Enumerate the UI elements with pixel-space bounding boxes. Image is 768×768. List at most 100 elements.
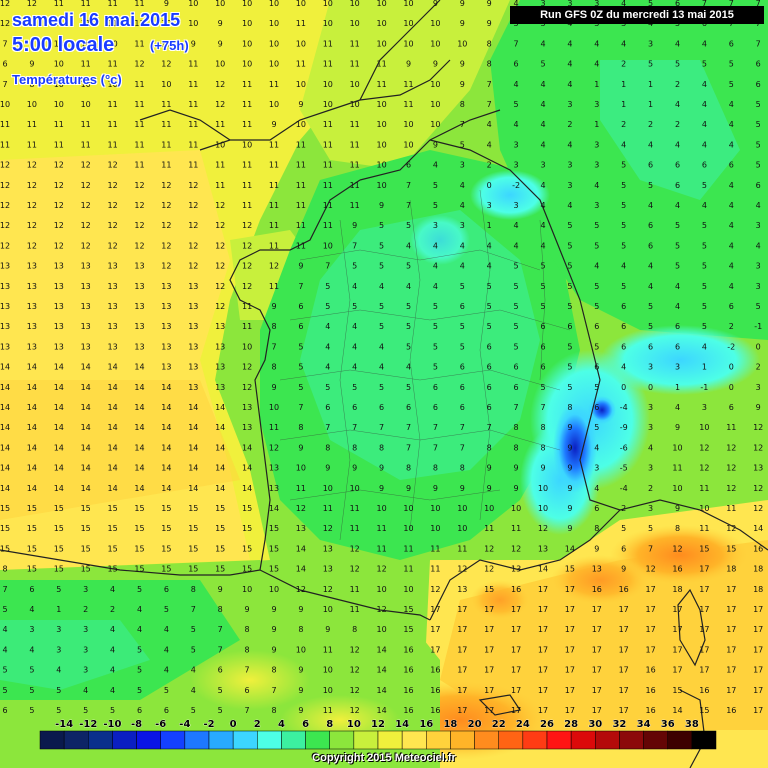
grid-value: 12: [108, 241, 118, 250]
grid-value: 12: [0, 201, 10, 210]
grid-value: 11: [269, 241, 279, 250]
grid-value: 5: [567, 262, 572, 271]
grid-value: 17: [484, 605, 494, 614]
grid-value: 13: [457, 585, 467, 594]
grid-value: 8: [2, 565, 7, 574]
grid-value: 5: [191, 706, 196, 715]
grid-value: 14: [27, 403, 37, 412]
grid-value: 6: [729, 302, 734, 311]
grid-value: 9: [675, 423, 680, 432]
grid-value: 10: [242, 342, 252, 351]
grid-value: 10: [430, 504, 440, 513]
grid-value: 14: [0, 423, 10, 432]
grid-value: 10: [377, 100, 387, 109]
grid-value: 3: [648, 363, 653, 372]
grid-value: 10: [403, 19, 413, 28]
grid-value: 10: [430, 524, 440, 533]
grid-value: 4: [540, 39, 545, 48]
grid-value: 17: [646, 645, 656, 654]
grid-value: 4: [729, 221, 734, 230]
grid-value: 6: [460, 363, 465, 372]
grid-value: 4: [729, 241, 734, 250]
grid-value: 10: [350, 80, 360, 89]
grid-value: 8: [460, 464, 465, 473]
grid-value: 12: [753, 443, 763, 452]
legend-label: -4: [179, 719, 190, 730]
grid-value: 12: [215, 262, 225, 271]
grid-value: 12: [81, 221, 91, 230]
grid-value: 12: [215, 80, 225, 89]
grid-value: 5: [621, 161, 626, 170]
grid-value: 11: [215, 120, 225, 129]
grid-value: 9: [567, 504, 572, 513]
grid-value: 8: [245, 625, 250, 634]
grid-value: 13: [27, 262, 37, 271]
grid-value: 15: [269, 544, 279, 553]
grid-value: 4: [540, 181, 545, 190]
legend-swatch: [691, 730, 717, 750]
grid-value: 4: [514, 241, 519, 250]
grid-value: 15: [215, 524, 225, 533]
grid-value: 5: [325, 282, 330, 291]
grid-value: 4: [540, 80, 545, 89]
grid-value: 11: [269, 161, 279, 170]
grid-value: 8: [675, 524, 680, 533]
grid-value: 6: [540, 363, 545, 372]
grid-value: 6: [352, 403, 357, 412]
grid-value: 9: [325, 464, 330, 473]
grid-value: 14: [81, 363, 91, 372]
grid-value: 11: [188, 100, 198, 109]
grid-value: 11: [215, 181, 225, 190]
grid-value: 10: [377, 504, 387, 513]
legend-label: 16: [419, 719, 433, 730]
grid-value: 5: [137, 666, 142, 675]
grid-value: 4: [540, 100, 545, 109]
grid-value: 17: [619, 706, 629, 715]
grid-value: 7: [245, 706, 250, 715]
grid-value: 12: [161, 221, 171, 230]
grid-value: 4: [648, 140, 653, 149]
grid-value: 7: [298, 282, 303, 291]
grid-value: 4: [648, 443, 653, 452]
grid-value: 5: [621, 181, 626, 190]
grid-value: 14: [0, 363, 10, 372]
grid-value: 5: [83, 706, 88, 715]
grid-value: 11: [134, 0, 144, 8]
grid-value: 11: [350, 201, 360, 210]
grid-value: 13: [296, 524, 306, 533]
grid-value: 15: [54, 544, 64, 553]
grid-value: 14: [188, 464, 198, 473]
grid-value: 6: [675, 342, 680, 351]
grid-value: 3: [514, 201, 519, 210]
grid-value: 6: [540, 322, 545, 331]
color-legend: -14 -12 -10 -8 -6 -4 -2 0 2 4 6 8 10 12 14 16 18 20 22 24 26…: [39, 719, 717, 750]
grid-value: 14: [81, 443, 91, 452]
grid-value: 7: [460, 443, 465, 452]
grid-value: 11: [350, 605, 360, 614]
grid-value: 13: [161, 342, 171, 351]
grid-value: 16: [646, 686, 656, 695]
grid-value: 12: [753, 504, 763, 513]
grid-value: 15: [242, 544, 252, 553]
grid-value: 4: [621, 0, 626, 8]
grid-value: 16: [403, 706, 413, 715]
grid-value: 8: [191, 585, 196, 594]
grid-value: 18: [726, 565, 736, 574]
grid-value: 10: [81, 80, 91, 89]
grid-value: 4: [514, 120, 519, 129]
grid-value: 16: [592, 585, 602, 594]
grid-value: 17: [699, 625, 709, 634]
grid-value: 4: [729, 140, 734, 149]
grid-value: 15: [242, 524, 252, 533]
grid-value: 12: [726, 464, 736, 473]
grid-value: 17: [753, 645, 763, 654]
grid-value: 4: [675, 302, 680, 311]
grid-value: 17: [538, 706, 548, 715]
grid-value: 12: [0, 19, 10, 28]
grid-value: 11: [350, 39, 360, 48]
grid-value: 11: [350, 181, 360, 190]
grid-value: 5: [164, 686, 169, 695]
grid-value: 18: [672, 585, 682, 594]
grid-value: 9: [487, 464, 492, 473]
grid-value: 2: [83, 605, 88, 614]
